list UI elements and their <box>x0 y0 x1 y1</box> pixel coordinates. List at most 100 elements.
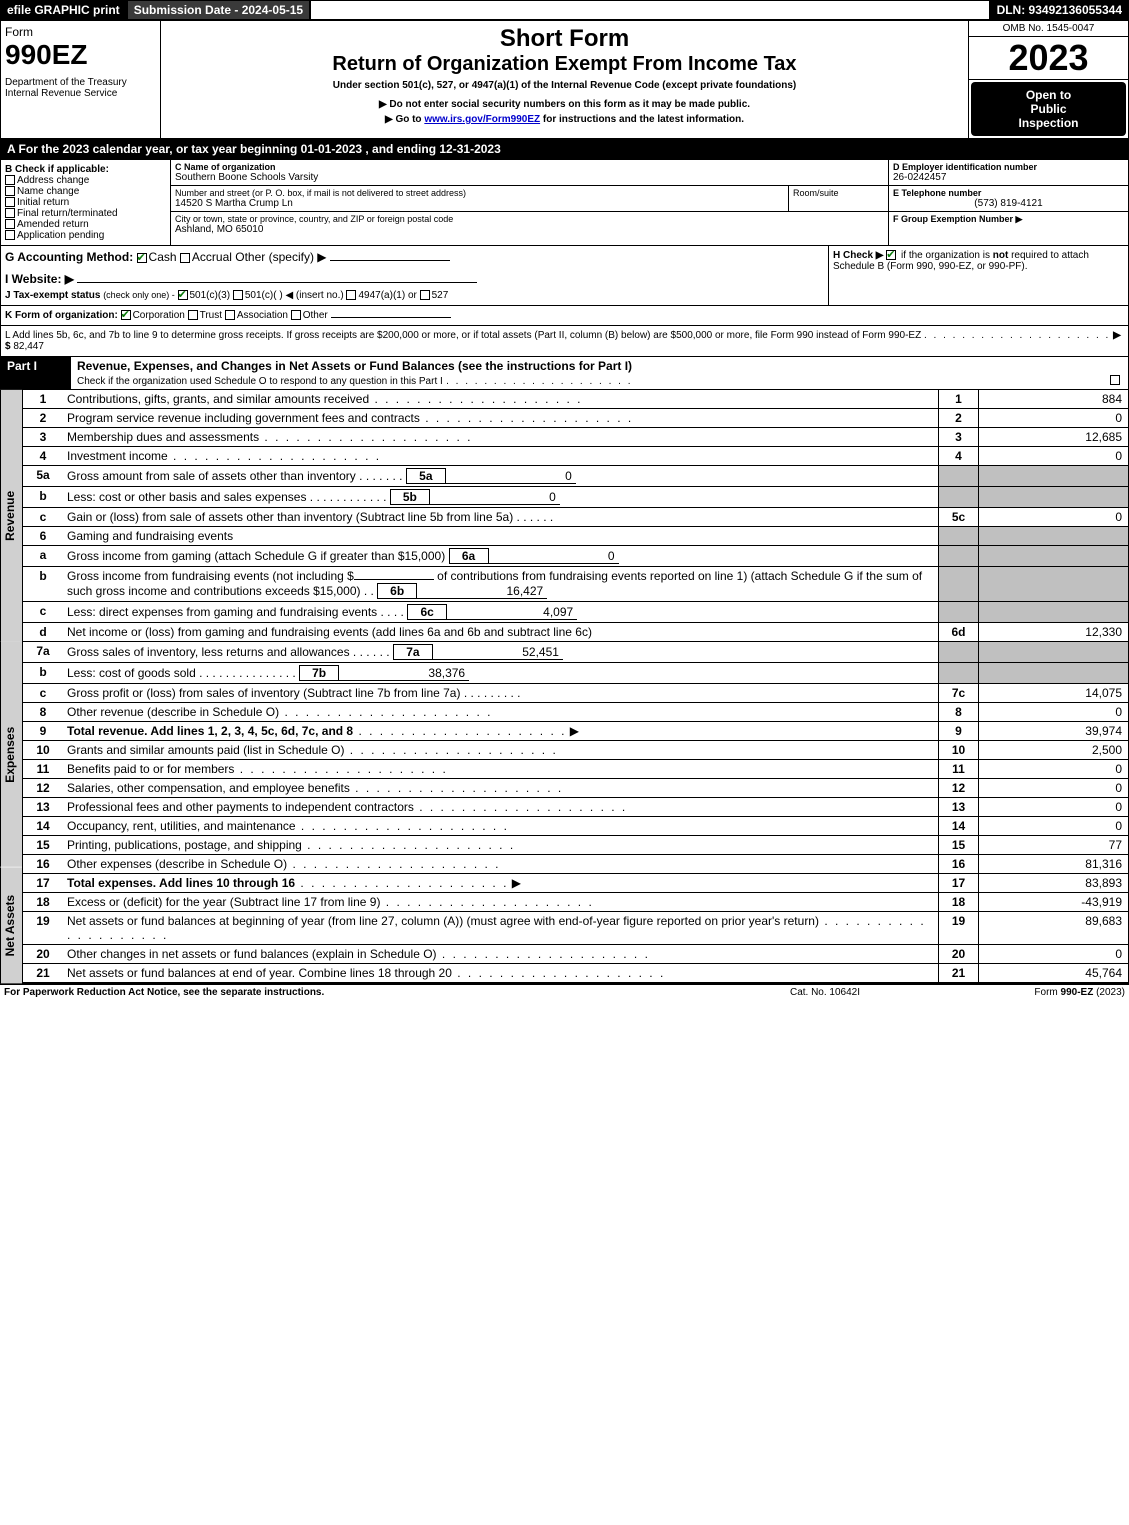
section-c-label: C Name of organization <box>175 162 884 172</box>
opt-association: Association <box>237 310 288 321</box>
part1-title: Revenue, Expenses, and Changes in Net As… <box>77 359 632 373</box>
checkbox-501c[interactable] <box>233 290 243 300</box>
line-7b-subval: 38,376 <box>339 666 469 681</box>
line-6c-shade <box>938 602 978 622</box>
line-16-label: Other expenses (describe in Schedule O) <box>67 857 287 871</box>
line-6d: dNet income or (loss) from gaming and fu… <box>22 623 1129 642</box>
checkbox-name-change[interactable] <box>5 186 15 196</box>
title-short-form: Short Form <box>165 25 964 53</box>
line-17-box: 17 <box>938 874 978 892</box>
line-14-box: 14 <box>938 817 978 835</box>
line-12-label: Salaries, other compensation, and employ… <box>67 781 350 795</box>
line-1-num: 1 <box>23 390 63 408</box>
line-6a-valshade <box>978 546 1128 566</box>
gross-receipts-value: 82,447 <box>13 341 44 352</box>
checkbox-schedule-o-part1[interactable] <box>1110 375 1120 385</box>
line-4-val: 0 <box>978 447 1128 465</box>
line-13-label: Professional fees and other payments to … <box>67 800 414 814</box>
submission-date-button[interactable]: Submission Date - 2024-05-15 <box>127 0 310 20</box>
line-6-shade <box>938 527 978 545</box>
line-6a-label: Gross income from gaming (attach Schedul… <box>67 549 445 563</box>
section-b: B Check if applicable: Address change Na… <box>1 160 171 245</box>
opt-corporation: Corporation <box>133 310 185 321</box>
line-7a-shade <box>938 642 978 662</box>
section-k: K Form of organization: Corporation Trus… <box>0 306 1129 326</box>
opt-address-change: Address change <box>17 175 89 186</box>
open-to-public: Open to Public Inspection <box>971 82 1126 136</box>
checkbox-initial-return[interactable] <box>5 197 15 207</box>
line-3-label: Membership dues and assessments <box>67 430 259 444</box>
line-7c-label: Gross profit or (loss) from sales of inv… <box>67 686 460 700</box>
line-8: 8Other revenue (describe in Schedule O)8… <box>22 703 1129 722</box>
line-18-num: 18 <box>23 893 63 911</box>
city-label: City or town, state or province, country… <box>175 214 884 224</box>
line-18-box: 18 <box>938 893 978 911</box>
efile-print-button[interactable]: efile GRAPHIC print <box>0 0 127 20</box>
revenue-vert-label: Revenue <box>0 390 22 642</box>
checkbox-trust[interactable] <box>188 310 198 320</box>
checkbox-527[interactable] <box>420 290 430 300</box>
line-11: 11Benefits paid to or for members110 <box>22 760 1129 779</box>
footer-form-num: 990-EZ <box>1061 987 1094 998</box>
line-6-num: 6 <box>23 527 63 545</box>
part1-body: Revenue Expenses Net Assets 1Contributio… <box>0 390 1129 983</box>
info-grid: B Check if applicable: Address change Na… <box>0 159 1129 246</box>
line-15-val: 77 <box>978 836 1128 854</box>
line-5c: cGain or (loss) from sale of assets othe… <box>22 508 1129 527</box>
checkbox-501c3[interactable] <box>178 290 188 300</box>
line-14-label: Occupancy, rent, utilities, and maintena… <box>67 819 296 833</box>
phone-value: (573) 819-4121 <box>893 198 1124 209</box>
checkbox-cash[interactable] <box>137 253 147 263</box>
line-5a-valshade <box>978 466 1128 486</box>
checkbox-4947[interactable] <box>346 290 356 300</box>
line-11-label: Benefits paid to or for members <box>67 762 234 776</box>
page-footer: For Paperwork Reduction Act Notice, see … <box>0 983 1129 1000</box>
opt-4947: 4947(a)(1) or <box>358 290 416 301</box>
line-5a: 5aGross amount from sale of assets other… <box>22 466 1129 487</box>
section-h: H Check ▶ if the organization is not req… <box>828 246 1128 305</box>
line-19-label: Net assets or fund balances at beginning… <box>67 914 819 928</box>
line-7a-subval: 52,451 <box>433 645 563 660</box>
line-20-label: Other changes in net assets or fund bala… <box>67 947 437 961</box>
checkbox-final-return[interactable] <box>5 208 15 218</box>
line-5b-num: b <box>23 487 63 507</box>
checkbox-corporation[interactable] <box>121 310 131 320</box>
section-k-label: K Form of organization: <box>5 310 118 321</box>
line-1-val: 884 <box>978 390 1128 408</box>
line-7b-sub: 7b <box>299 665 339 681</box>
checkbox-schedule-b[interactable] <box>886 250 896 260</box>
line-6b-sub: 6b <box>377 583 417 599</box>
irs-label: Internal Revenue Service <box>5 88 156 99</box>
ein-value: 26-0242457 <box>893 172 1124 183</box>
line-1-box: 1 <box>938 390 978 408</box>
line-20-val: 0 <box>978 945 1128 963</box>
open-line3: Inspection <box>977 116 1120 130</box>
line-6b-subval: 16,427 <box>417 584 547 599</box>
checkbox-address-change[interactable] <box>5 175 15 185</box>
line-19-num: 19 <box>23 912 63 944</box>
line-5a-shade <box>938 466 978 486</box>
line-15-label: Printing, publications, postage, and shi… <box>67 838 302 852</box>
checkbox-accrual[interactable] <box>180 253 190 263</box>
line-14: 14 Occupancy, rent, utilities, and mainte… <box>22 817 1129 836</box>
form-header: Form 990EZ Department of the Treasury In… <box>0 20 1129 139</box>
street-value: 14520 S Martha Crump Ln <box>175 198 784 209</box>
irs-link[interactable]: www.irs.gov/Form990EZ <box>424 114 540 125</box>
line-6d-num: d <box>23 623 63 641</box>
section-h-label: H Check ▶ <box>833 250 883 261</box>
checkbox-application-pending[interactable] <box>5 230 15 240</box>
line-14-num: 14 <box>23 817 63 835</box>
line-19-val: 89,683 <box>978 912 1128 944</box>
checkbox-association[interactable] <box>225 310 235 320</box>
line-5c-box: 5c <box>938 508 978 526</box>
line-6d-label: Net income or (loss) from gaming and fun… <box>63 623 938 641</box>
checkbox-other-org[interactable] <box>291 310 301 320</box>
line-7b-num: b <box>23 663 63 683</box>
checkbox-amended-return[interactable] <box>5 219 15 229</box>
line-4: 4Investment income40 <box>22 447 1129 466</box>
tax-year: 2023 <box>969 37 1128 80</box>
line-6c-num: c <box>23 602 63 622</box>
line-5b-label: Less: cost or other basis and sales expe… <box>67 490 306 504</box>
line-15-num: 15 <box>23 836 63 854</box>
line-11-num: 11 <box>23 760 63 778</box>
